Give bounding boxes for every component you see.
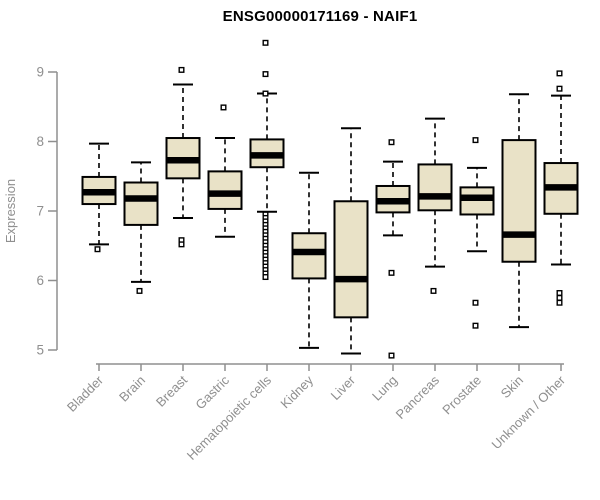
outlier-point <box>388 352 395 359</box>
x-tick-label-skin: Skin <box>498 373 526 401</box>
boxplot-prostate <box>459 137 495 329</box>
x-tick-label-lung: Lung <box>369 373 400 404</box>
outlier-point <box>262 274 269 281</box>
y-tick-label: 7 <box>36 204 44 219</box>
outlier-point <box>556 299 563 306</box>
outlier-point <box>388 269 395 276</box>
outlier-point <box>262 71 269 78</box>
outlier-point <box>556 294 563 301</box>
iqr-box <box>333 200 369 319</box>
boxplot-bladder <box>81 142 117 253</box>
outlier-point <box>136 287 143 294</box>
boxplot-breast <box>165 66 201 248</box>
iqr-box <box>207 170 243 210</box>
outlier-point <box>472 299 479 306</box>
x-tick-label-pancreas: Pancreas <box>393 372 443 422</box>
boxplot-kidney <box>291 171 327 349</box>
iqr-box <box>417 163 453 212</box>
y-tick-label: 6 <box>36 273 44 288</box>
boxplot-hematopoietic-cells <box>249 39 285 281</box>
boxplot-skin <box>501 93 537 329</box>
x-tick-label-kidney: Kidney <box>277 372 316 411</box>
y-axis-label: Expression <box>3 179 18 243</box>
outlier-point <box>472 322 479 329</box>
boxplot-lung <box>375 139 411 359</box>
iqr-box <box>123 181 159 226</box>
x-tick-label-prostate: Prostate <box>439 373 484 418</box>
outlier-point <box>262 90 269 97</box>
boxplot-gastric <box>207 104 243 238</box>
boxplot-liver <box>333 127 369 355</box>
boxplot-unknown-other <box>543 70 579 306</box>
x-tick-label-gastric: Gastric <box>192 372 232 412</box>
iqr-box <box>501 139 537 263</box>
outlier-point <box>178 241 185 248</box>
outlier-point <box>430 287 437 294</box>
y-tick-label: 8 <box>36 134 44 149</box>
boxplot-pancreas <box>417 117 453 294</box>
y-tick-label: 9 <box>36 65 44 80</box>
y-tick-label: 5 <box>36 343 44 358</box>
outlier-point <box>94 246 101 253</box>
iqr-box <box>291 232 327 280</box>
outlier-point <box>220 104 227 111</box>
x-tick-label-unknown-other: Unknown / Other <box>489 372 569 452</box>
x-tick-label-breast: Breast <box>153 372 190 409</box>
outlier-point <box>556 85 563 92</box>
x-tick-label-bladder: Bladder <box>64 372 107 415</box>
outlier-point <box>556 70 563 77</box>
outlier-point <box>262 39 269 46</box>
x-tick-label-liver: Liver <box>328 372 359 403</box>
outlier-point <box>556 290 563 297</box>
boxplot-brain <box>123 161 159 294</box>
outlier-point <box>388 139 395 146</box>
chart-title: ENSG00000171169 - NAIF1 <box>222 8 418 25</box>
outlier-point <box>178 66 185 73</box>
outlier-point <box>472 137 479 144</box>
y-axis: 5 6 7 8 9 <box>36 65 58 358</box>
x-tick-label-brain: Brain <box>116 373 148 405</box>
